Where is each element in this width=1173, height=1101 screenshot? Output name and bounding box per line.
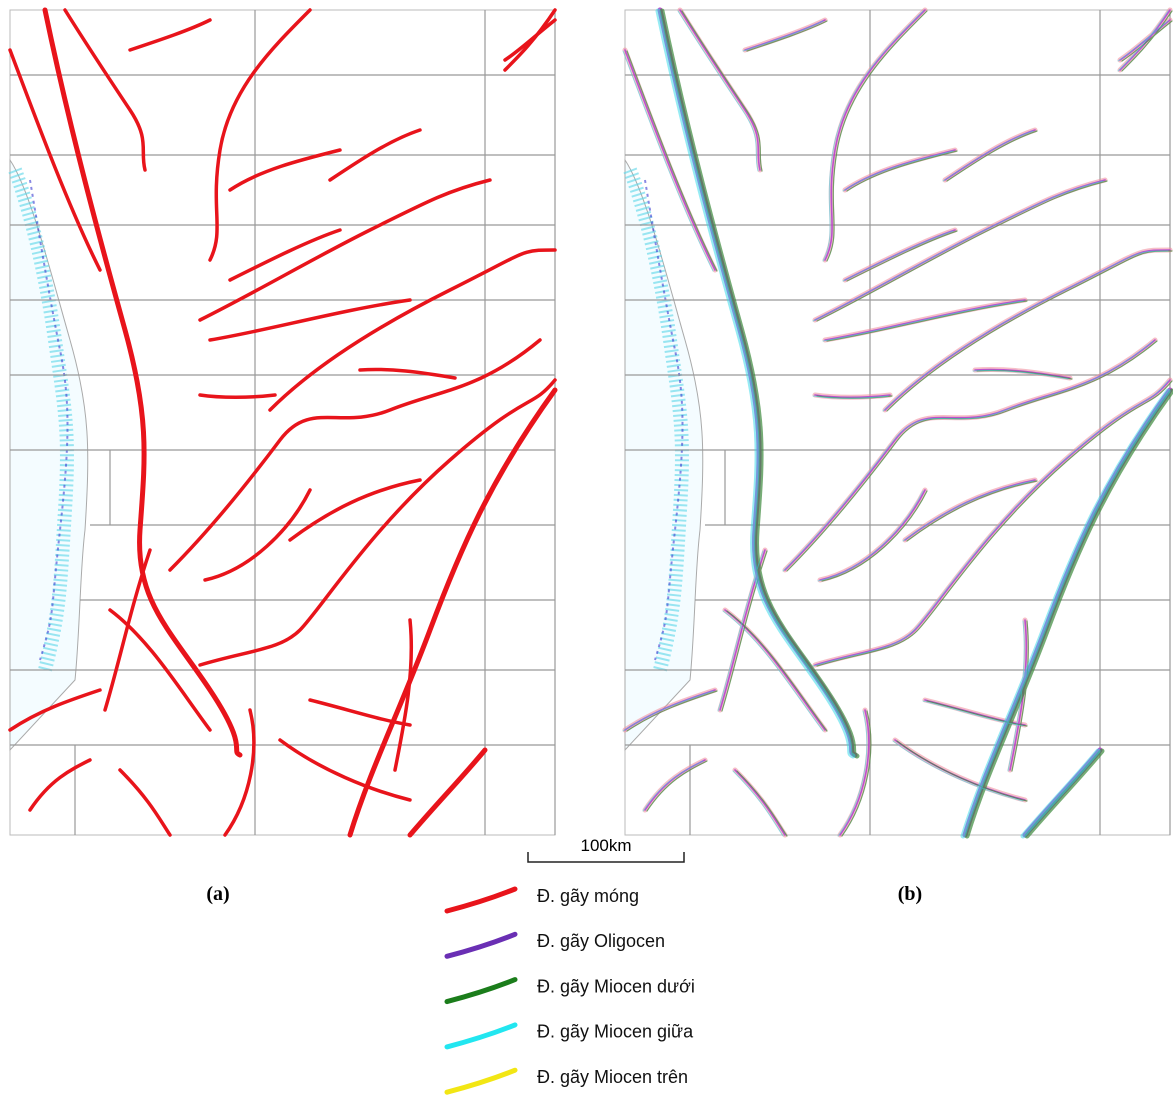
legend-label: Đ. gãy Miocen giữa (537, 1022, 694, 1042)
scale-line (527, 852, 685, 863)
legend-swatch (444, 1067, 518, 1095)
legend-swatch (444, 886, 518, 914)
scale-bar: 100km (527, 836, 685, 863)
scale-label: 100km (580, 836, 631, 855)
legend-swatch (444, 931, 518, 959)
panel-label: (a) (206, 883, 229, 905)
legend: Đ. gãy móng Đ. gãy Oligocen Đ. gãy Miocen … (444, 886, 695, 1095)
panel-label: (b) (898, 883, 922, 905)
legend-label: Đ. gãy Miocen trên (537, 1067, 688, 1087)
panel-a (10, 10, 555, 835)
map-base (625, 10, 1170, 835)
legend-label: Đ. gãy Oligocen (537, 931, 665, 951)
legend-swatch (444, 977, 518, 1005)
legend-label: Đ. gãy Miocen dưới (537, 976, 695, 996)
legend-swatch (444, 1022, 518, 1050)
map-base (10, 10, 555, 835)
legend-label: Đ. gãy móng (537, 886, 639, 906)
panel-b (623, 10, 1172, 836)
